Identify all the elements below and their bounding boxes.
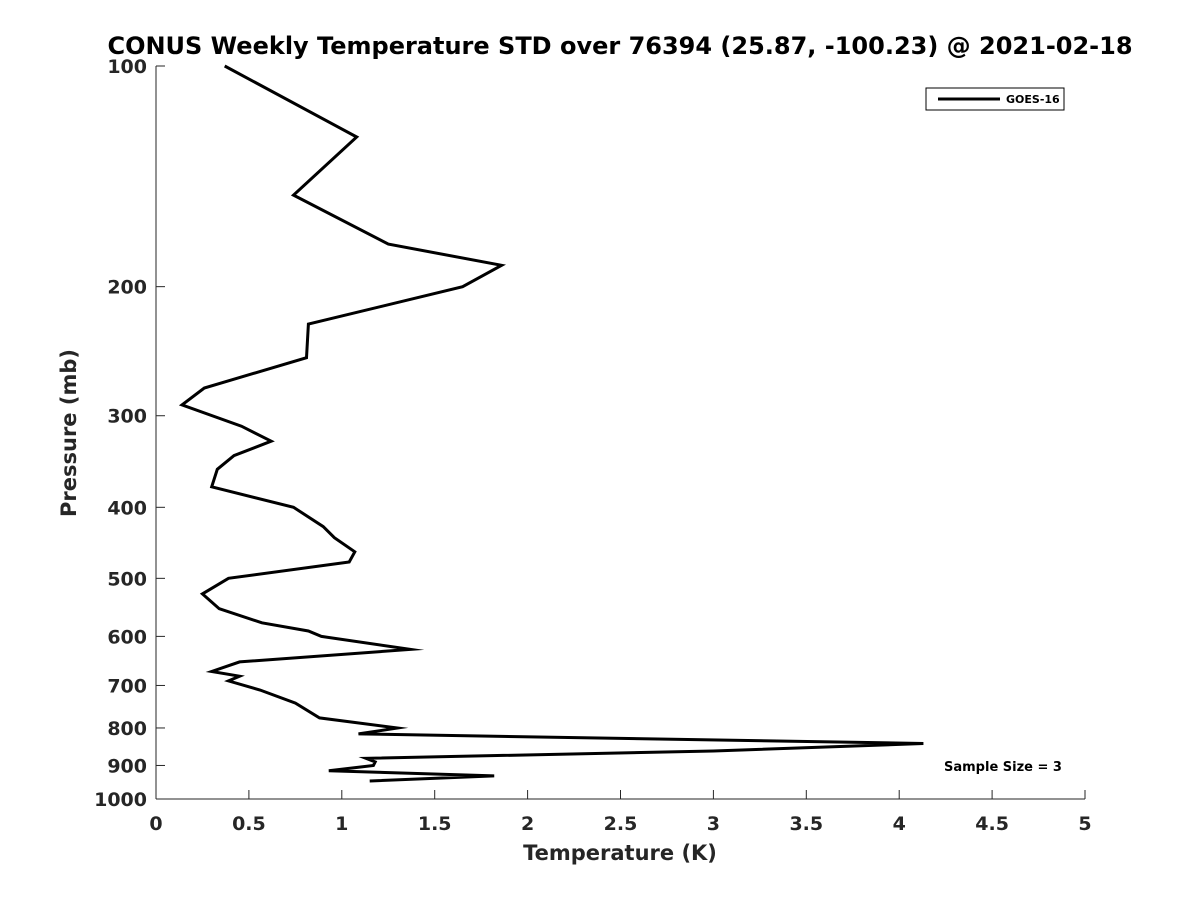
x-tick-label: 1.5 [418,813,452,835]
y-tick-label: 400 [107,497,147,519]
x-tick-label: 3.5 [789,813,823,835]
y-axis-label: Pressure (mb) [57,349,81,517]
sample-size-annotation: Sample Size = 3 [944,760,1062,775]
x-tick-label: 4.5 [975,813,1009,835]
legend: GOES-16 [926,88,1064,110]
x-tick-label: 4 [893,813,906,835]
y-tick-label: 700 [107,675,147,697]
y-tick-label: 100 [107,56,147,78]
x-tick-label: 1 [335,813,348,835]
y-tick-label: 500 [107,568,147,590]
x-axis-label: Temperature (K) [523,841,717,865]
y-tick-label: 800 [107,718,147,740]
x-tick-label: 2 [521,813,534,835]
y-tick-label: 300 [107,406,147,428]
x-tick-label: 2.5 [604,813,638,835]
legend-label: GOES-16 [1006,93,1060,106]
x-tick-label: 5 [1078,813,1091,835]
chart: CONUS Weekly Temperature STD over 76394 … [0,0,1200,900]
x-tick-label: 3 [707,813,720,835]
x-tick-label: 0 [149,813,162,835]
chart-title: CONUS Weekly Temperature STD over 76394 … [107,32,1132,60]
y-tick-label: 600 [107,626,147,648]
y-tick-label: 1000 [94,789,147,811]
x-tick-label: 0.5 [232,813,266,835]
y-tick-label: 900 [107,755,147,777]
y-tick-label: 200 [107,277,147,299]
